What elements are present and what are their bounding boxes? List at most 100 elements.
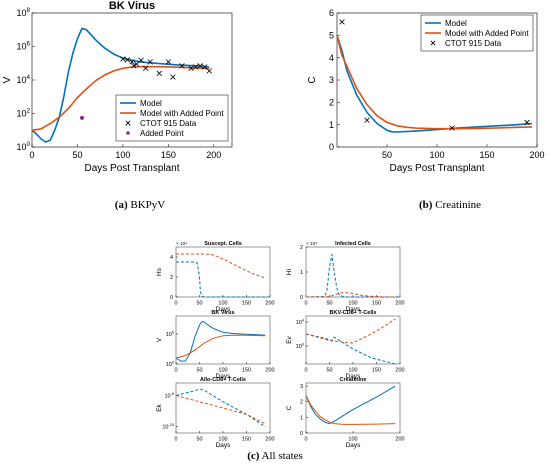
chart-suscept: 0 50 100 150 200 0 2 4 × 10⁴ Suscept. Cells Days Hs (156, 241, 275, 313)
marker-stroke (206, 68, 212, 74)
data-point-marker (133, 61, 140, 67)
x-tick-label: 200 (265, 301, 274, 307)
x-axis-label: Days (216, 442, 232, 449)
marker-stroke (192, 64, 199, 70)
y-tick-label-exp: 6 (26, 41, 30, 48)
legend-label: Added Point (140, 129, 184, 138)
data-point-marker (192, 64, 199, 70)
x-tick-label: 200 (395, 301, 404, 307)
x-tick-label: 0 (174, 437, 177, 443)
y-tick-label: 104 (296, 318, 305, 325)
y-tick-label-base: 10 (296, 320, 302, 326)
y-tick-label: 106 (16, 41, 30, 52)
y-tick-label-exp: -10 (168, 423, 174, 427)
x-axis-label: Days Post Transplant (84, 163, 179, 174)
data-point-marker (131, 63, 137, 69)
x-tick-label: 50 (72, 150, 82, 160)
caption-c: (c) All states (225, 450, 325, 462)
x-axis-label: Days (216, 373, 232, 380)
series-line-model-added-point (305, 395, 396, 425)
data-point-marker (129, 59, 135, 65)
data-point-marker (147, 59, 153, 65)
y-tick-label: 10-5 (164, 392, 174, 399)
data-point-marker (188, 65, 194, 71)
x-tick-label: 100 (218, 301, 227, 307)
marker-stroke (142, 65, 149, 71)
x-tick-label: 100 (218, 437, 227, 443)
y-axis-label: Hi (286, 269, 293, 275)
series-line-model-added-point (175, 395, 266, 425)
legend-label: CTOT 915 Data (445, 39, 502, 48)
caption-c-text: All states (259, 450, 303, 462)
y-tick-label-base: 10 (16, 109, 26, 119)
marker-stroke (179, 63, 185, 69)
y-tick-label: 1 (329, 120, 334, 130)
series-line-model (176, 261, 270, 298)
caption-b: (b) Creatinine (390, 199, 510, 211)
y-tick-label: 2 (329, 97, 334, 107)
y-tick-label: 0 (300, 431, 303, 437)
y-tick-label: 10-10 (162, 423, 174, 430)
data-point-marker (197, 63, 203, 69)
x-tick-label: 200 (395, 437, 404, 443)
x-tick-label: 100 (348, 437, 357, 443)
y-tick-label-exp: 5 (172, 330, 174, 334)
x-tick-label: 100 (348, 368, 357, 374)
y-tick-label: 1 (300, 415, 303, 421)
x-axis-label: Days Post Transplant (389, 163, 484, 174)
chart-title: BKV-CD8+ T-Cells (330, 310, 377, 316)
data-point-marker (524, 119, 530, 126)
y-axis-label: Ev (286, 335, 293, 343)
axes-box (175, 246, 271, 298)
x-tick-label: 50 (196, 301, 202, 307)
y-tick-label: 102 (16, 108, 30, 119)
x-tick-label: 150 (479, 150, 494, 160)
y-axis-label: C (286, 405, 293, 410)
data-point-marker (120, 56, 126, 62)
series-line-model-added-point (336, 35, 533, 130)
y-tick-label: 4 (170, 255, 173, 261)
x-tick-label: 50 (326, 368, 332, 374)
x-axis-label: Days (346, 373, 362, 380)
data-point-marker (206, 68, 212, 74)
y-tick-label: 3 (329, 75, 334, 85)
x-tick-label: 150 (242, 437, 251, 443)
data-point-marker (179, 63, 185, 69)
series-line-model (336, 35, 533, 133)
added-point-marker (80, 115, 84, 120)
marker-stroke (133, 61, 140, 67)
y-tick-label-exp: 2 (26, 108, 30, 115)
chart-title: Infected Cells (335, 241, 371, 247)
marker-stroke (197, 63, 203, 69)
caption-a: (a) BKPyV (90, 199, 190, 211)
x-tick-label: 100 (115, 150, 130, 160)
y-tick-label: 100 (296, 342, 304, 349)
y-tick-label: 4 (329, 53, 334, 63)
chart-infected: 0 50 100 150 200 0 1 2× 10⁴ Infected Cells Days Hi (286, 241, 405, 313)
y-tick-label-base: 10 (16, 142, 26, 152)
y-tick-label: 0 (329, 142, 334, 152)
caption-b-label: (b) (418, 199, 433, 211)
x-tick-label: 200 (529, 150, 544, 160)
y-axis-label: Hs (156, 267, 163, 276)
y-tick-label: 3 (300, 384, 303, 390)
y-tick-label: 1 (300, 270, 303, 276)
data-point-marker (138, 57, 144, 63)
axes-box (305, 382, 401, 434)
legend-label: Model (445, 19, 467, 28)
y-axis-label: Ek (156, 403, 163, 411)
y-multiplier: × 10⁴ (306, 241, 317, 246)
axes-box (305, 315, 401, 365)
data-point-marker (142, 65, 149, 71)
y-tick-label: 0 (170, 295, 173, 301)
series-line-model-added-point (31, 65, 210, 132)
caption-c-label: (c) (247, 450, 260, 462)
series-line-model-added-point (175, 334, 266, 359)
marker-stroke (339, 19, 345, 25)
